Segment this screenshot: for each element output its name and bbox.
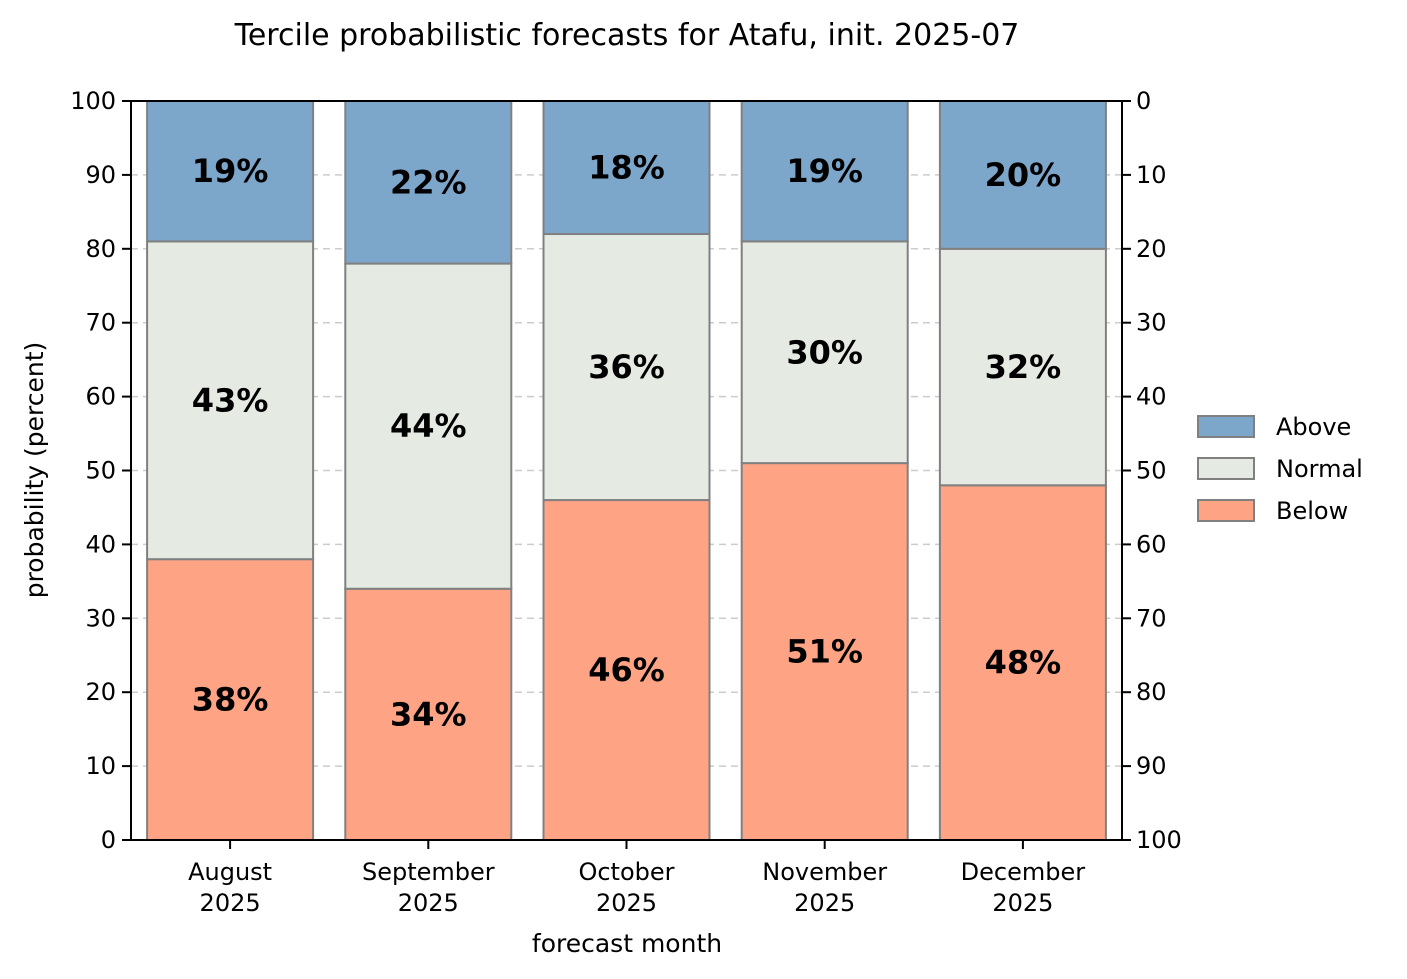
y-tick-label: 70 [85, 309, 116, 337]
bar-normal [938, 247, 1107, 487]
bar-value-label: 46% [588, 651, 665, 689]
bar-value-label: 36% [588, 348, 665, 386]
bar-below [938, 484, 1107, 841]
bar-value-label: 20% [985, 156, 1062, 194]
y-tick-label: 100 [70, 87, 116, 115]
x-tick-label-line: 2025 [200, 889, 261, 917]
y2-tick-label: 100 [1136, 826, 1182, 854]
y-tick-label: 0 [101, 826, 116, 854]
bar-above [938, 100, 1107, 250]
x-tick-label: November 2025 [762, 858, 887, 917]
bar-below [542, 499, 711, 841]
bar-value-label: 38% [192, 681, 269, 719]
y2-tick-label: 60 [1136, 530, 1167, 558]
y2-tick-label: 50 [1136, 457, 1167, 485]
y2-tick-label: 0 [1136, 87, 1151, 115]
bars [146, 100, 1107, 841]
x-tick-label-line: October [578, 858, 674, 886]
bar-normal [740, 240, 909, 465]
x-tick-label-line: December [961, 858, 1086, 886]
y2-tick-label: 10 [1136, 161, 1167, 189]
bar-value-label: 44% [390, 407, 467, 445]
legend-swatch-normal [1197, 457, 1255, 480]
bar-value-label: 48% [985, 644, 1062, 682]
y-tick-label: 30 [85, 604, 116, 632]
bar-above [740, 100, 909, 243]
x-tick-label-line: November [762, 858, 887, 886]
y-tick-label: 20 [85, 678, 116, 706]
y-tick-label: 90 [85, 161, 116, 189]
bar-value-label: 43% [192, 381, 269, 419]
bar-value-label: 51% [786, 633, 863, 671]
bar-value-label: 19% [786, 152, 863, 190]
x-tick-label-line: 2025 [992, 889, 1053, 917]
bar-above [146, 100, 315, 243]
ticks: 0102030405060708090100100908070605040302… [70, 87, 1182, 917]
bar-above [344, 100, 513, 265]
legend-swatch-above [1197, 415, 1255, 438]
y2-tick-label: 70 [1136, 604, 1167, 632]
legend-swatch-below [1197, 499, 1255, 522]
bar-below [146, 558, 315, 841]
x-tick-label-line: 2025 [398, 889, 459, 917]
bar-value-label: 18% [588, 149, 665, 187]
bar-labels: 38% 43% 19% 34% 44% 22% 46% 36% 18% 51% 30% 19% 48% 3… [192, 149, 1061, 734]
bar-above [542, 100, 711, 236]
y-tick-label: 60 [85, 383, 116, 411]
y2-tick-label: 80 [1136, 678, 1167, 706]
bar-normal [542, 233, 711, 502]
bar-value-label: 19% [192, 152, 269, 190]
legend-label-normal: Normal [1276, 455, 1363, 483]
x-tick-label-line: September [362, 858, 495, 886]
bar-value-label: 30% [786, 333, 863, 371]
bar-normal [344, 262, 513, 590]
bar-value-label: 22% [390, 163, 467, 201]
bar-value-label: 34% [390, 695, 467, 733]
x-tick-label: September 2025 [362, 858, 495, 917]
x-tick-label-line: 2025 [794, 889, 855, 917]
x-tick-label: August 2025 [188, 858, 272, 917]
y-tick-label: 80 [85, 235, 116, 263]
legend: Above Normal Below [1197, 413, 1363, 525]
legend-label-above: Above [1276, 413, 1351, 441]
x-tick-label-line: 2025 [596, 889, 657, 917]
y2-tick-label: 40 [1136, 383, 1167, 411]
y-axis-label: probability (percent) [20, 342, 49, 599]
y-tick-label: 10 [85, 752, 116, 780]
bar-below [344, 587, 513, 841]
x-tick-label-line: August [188, 858, 272, 886]
y-tick-label: 50 [85, 457, 116, 485]
y2-tick-label: 30 [1136, 309, 1167, 337]
x-tick-label: October 2025 [578, 858, 674, 917]
bar-value-label: 32% [985, 348, 1062, 386]
y2-tick-label: 90 [1136, 752, 1167, 780]
legend-label-below: Below [1276, 497, 1348, 525]
y-tick-label: 40 [85, 530, 116, 558]
x-axis-label: forecast month [532, 929, 722, 958]
bar-below [740, 462, 909, 841]
x-tick-label: December 2025 [961, 858, 1086, 917]
y2-tick-label: 20 [1136, 235, 1167, 263]
chart-title: Tercile probabilistic forecasts for Ataf… [234, 18, 1020, 53]
